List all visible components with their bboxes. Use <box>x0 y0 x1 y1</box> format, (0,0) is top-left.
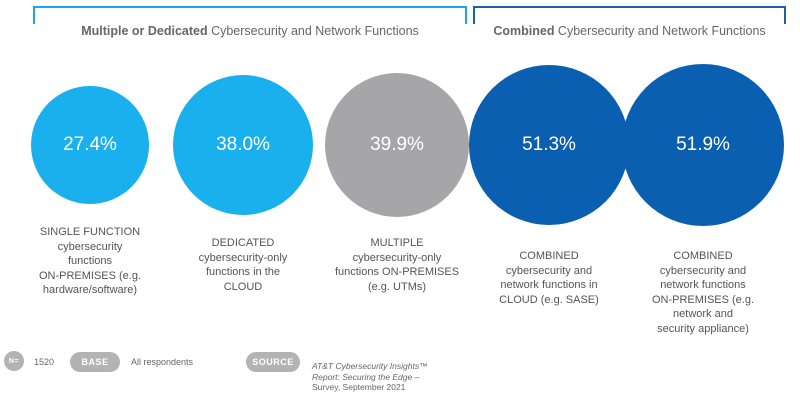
bubble-label-5: COMBINED cybersecurity and network funct… <box>651 250 755 335</box>
base-value: All respondents <box>131 357 194 367</box>
group-title-right: Combined Cybersecurity and Network Funct… <box>493 24 766 38</box>
group-title-left: Multiple or Dedicated Cybersecurity and … <box>81 24 419 38</box>
base-badge: BASE <box>70 352 120 372</box>
bubble-2: 38.0% <box>173 75 313 215</box>
bubble-5: 51.9% <box>622 64 784 226</box>
bubble-1: 27.4% <box>31 86 149 204</box>
bubble-value-3: 39.9% <box>370 134 424 155</box>
group-bracket-left <box>33 6 467 24</box>
source-badge: SOURCE <box>246 352 300 372</box>
bubble-label-1: SINGLE FUNCTION cybersecurity functions … <box>38 226 142 296</box>
bubble-value-1: 27.4% <box>63 134 117 155</box>
bubble-3: 39.9% <box>325 73 469 217</box>
n-badge: N= <box>4 351 24 371</box>
bubble-label-4: COMBINED cybersecurity and network funct… <box>499 250 599 306</box>
bubble-label-2: DEDICATED cybersecurity-only functions i… <box>198 237 288 293</box>
bubble-value-5: 51.9% <box>676 134 730 155</box>
source-text: AT&T Cybersecurity Insights™ Report: Secu… <box>312 361 428 392</box>
group-bracket-right <box>473 6 786 24</box>
bubble-value-2: 38.0% <box>216 134 270 155</box>
bubble-value-4: 51.3% <box>522 134 576 155</box>
bubble-label-3: MULTIPLE cybersecurity-only functions ON… <box>334 237 460 293</box>
n-value: 1520 <box>34 357 55 367</box>
bubble-4: 51.3% <box>469 65 629 225</box>
